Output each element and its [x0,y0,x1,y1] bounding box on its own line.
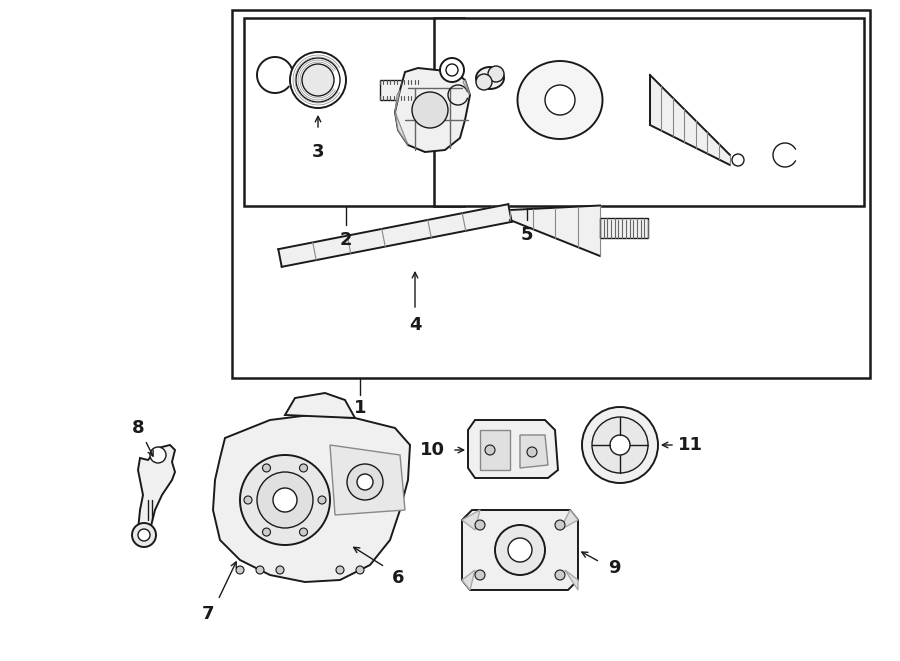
Text: 9: 9 [608,559,620,577]
Circle shape [582,407,658,483]
Circle shape [336,566,344,574]
Circle shape [347,464,383,500]
Text: 5: 5 [521,226,533,244]
Circle shape [592,417,648,473]
Polygon shape [395,68,470,152]
Circle shape [257,472,313,528]
Circle shape [412,92,448,128]
Circle shape [290,52,346,108]
Circle shape [555,570,565,580]
Circle shape [300,528,308,536]
Circle shape [302,64,334,96]
Circle shape [138,529,150,541]
Circle shape [150,447,166,463]
Circle shape [296,58,340,102]
Circle shape [475,570,485,580]
Circle shape [732,154,744,166]
Circle shape [357,474,373,490]
Text: 7: 7 [202,605,214,623]
Circle shape [132,523,156,547]
Circle shape [485,445,495,455]
Circle shape [300,464,308,472]
Polygon shape [560,510,578,530]
Circle shape [475,520,485,530]
Circle shape [555,520,565,530]
Circle shape [476,74,492,90]
Circle shape [527,447,537,457]
Circle shape [276,566,284,574]
Circle shape [318,496,326,504]
Circle shape [263,528,271,536]
Polygon shape [138,445,175,545]
Circle shape [256,566,264,574]
Polygon shape [330,445,405,515]
Polygon shape [462,510,480,530]
Bar [244,18,464,206]
Text: 6: 6 [392,569,404,587]
Circle shape [240,455,330,545]
Polygon shape [468,420,558,478]
Polygon shape [395,90,400,112]
Polygon shape [213,415,410,582]
Polygon shape [520,435,548,468]
Circle shape [508,538,532,562]
Text: 2: 2 [340,231,352,249]
Circle shape [356,566,364,574]
Ellipse shape [476,67,504,89]
Circle shape [440,58,464,82]
Bar [380,80,418,100]
Text: 10: 10 [419,441,445,459]
Bar [600,218,648,238]
Polygon shape [565,570,578,590]
Circle shape [495,525,545,575]
Text: 1: 1 [354,399,366,417]
Circle shape [610,435,630,455]
Text: 3: 3 [311,143,324,161]
Text: 4: 4 [409,316,421,334]
Text: 11: 11 [678,436,703,454]
Bar [434,18,864,206]
Circle shape [263,464,271,472]
Text: 8: 8 [131,419,144,437]
Polygon shape [463,80,470,95]
Ellipse shape [518,61,602,139]
Polygon shape [278,204,512,267]
Circle shape [236,566,244,574]
Polygon shape [285,393,355,418]
Polygon shape [462,570,475,590]
Bar [232,10,870,378]
Polygon shape [480,430,510,470]
Circle shape [273,488,297,512]
Polygon shape [395,112,408,145]
Circle shape [244,496,252,504]
Circle shape [488,66,504,82]
Circle shape [446,64,458,76]
Circle shape [545,85,575,115]
Polygon shape [462,510,578,590]
